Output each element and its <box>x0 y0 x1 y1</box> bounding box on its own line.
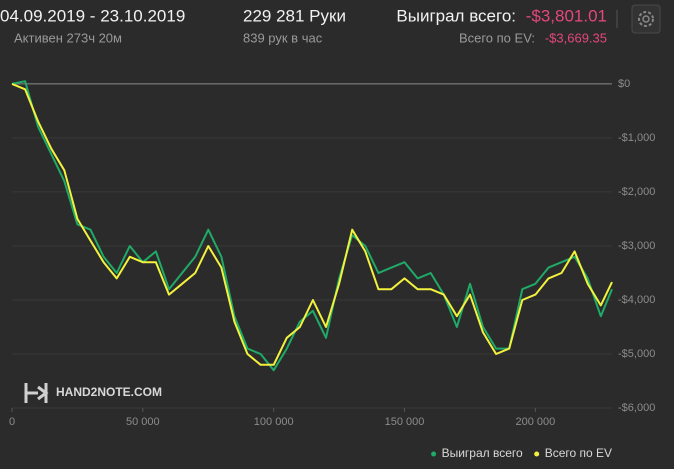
y-tick-label: -$1,000 <box>618 132 655 144</box>
active-time: Активен 273ч 20м <box>14 30 122 45</box>
logo <box>24 383 49 403</box>
x-tick-label: 150 000 <box>385 416 425 428</box>
won-label: Выиграл всего: <box>396 6 516 25</box>
watermark: HAND2NOTE.COM <box>56 385 162 399</box>
date-range: 04.09.2019 - 23.10.2019 <box>0 6 185 25</box>
y-tick-label: -$5,000 <box>618 348 655 360</box>
hands-per-hour: 839 рук в час <box>243 30 323 45</box>
x-tick-label: 0 <box>9 416 15 428</box>
y-tick-label: -$2,000 <box>618 186 655 198</box>
y-tick-label: -$6,000 <box>618 402 655 414</box>
y-tick-label: $0 <box>618 78 630 90</box>
gear <box>638 11 654 27</box>
x-tick-label: 200 000 <box>515 416 555 428</box>
ev-value: -$3,669.35 <box>545 30 607 45</box>
settings-button[interactable] <box>631 4 661 34</box>
won-value: -$3,801.01 <box>526 6 607 25</box>
series-line <box>11 82 613 366</box>
logo-icon <box>24 383 49 403</box>
y-tick-label: -$4,000 <box>618 294 655 306</box>
legend-marker <box>431 451 437 457</box>
plot <box>11 80 613 412</box>
x-tick-label: 100 000 <box>254 416 294 428</box>
y-tick-label: -$3,000 <box>618 240 655 252</box>
legend-label: Выиграл всего <box>442 446 523 460</box>
ev-label: Всего по EV: <box>459 30 535 45</box>
hands: 229 281 Руки <box>243 6 346 25</box>
gear-center <box>642 15 650 23</box>
x-tick-label: 50 000 <box>126 416 160 428</box>
legend-label: Всего по EV <box>545 446 612 460</box>
settings-box[interactable] <box>631 4 661 34</box>
legend-marker <box>534 451 540 457</box>
